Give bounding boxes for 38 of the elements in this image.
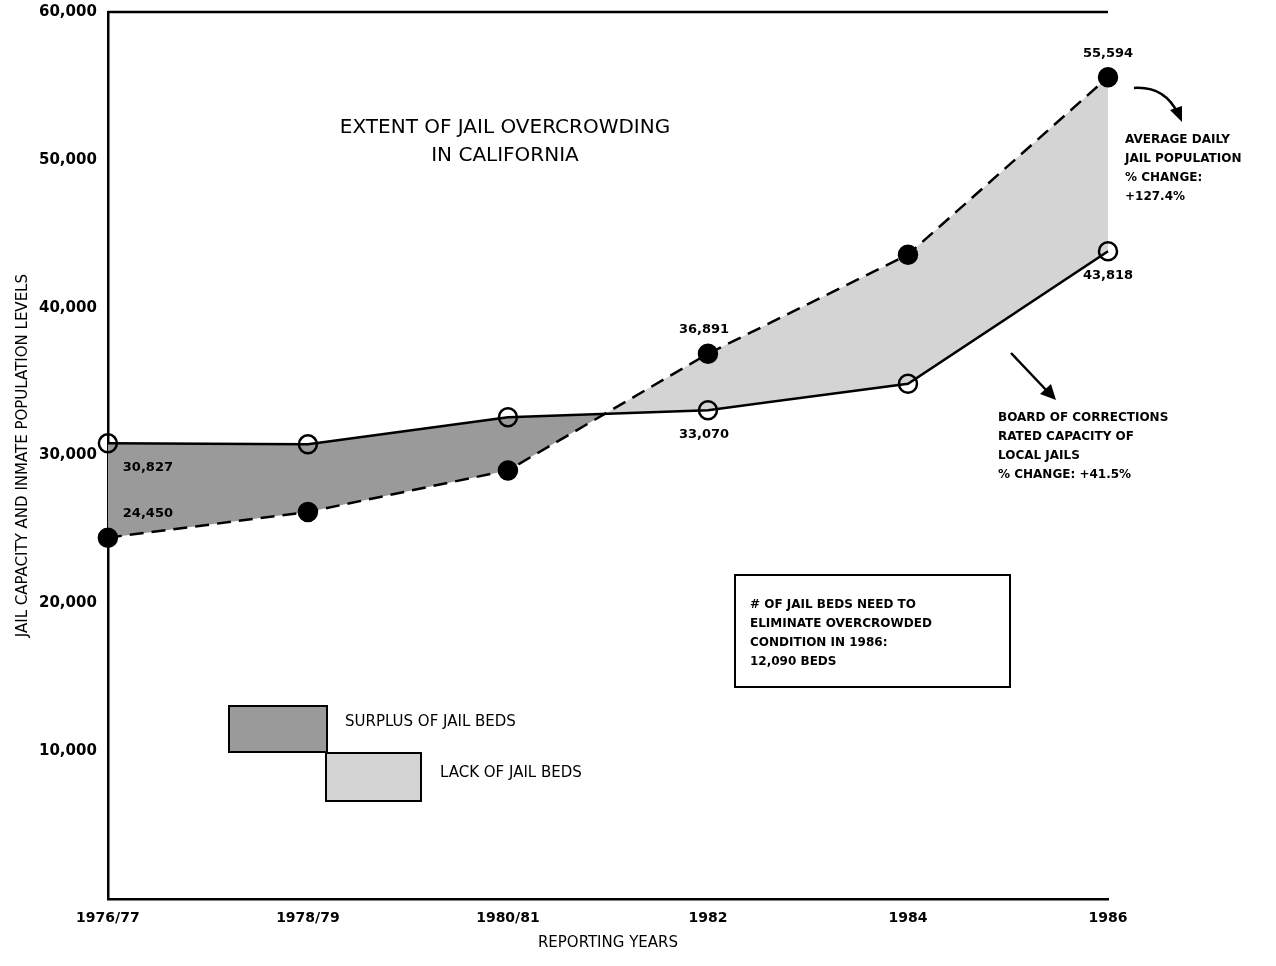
data-label: 36,891: [678, 321, 730, 337]
x-tick-label: 1980/81: [476, 909, 540, 926]
annotation: # OF JAIL BEDS NEED TO ELIMINATE OVERCROWDED CONDITION IN 1986: 12,090 BEDS: [750, 597, 932, 669]
data-label: 43,818: [1082, 266, 1134, 282]
data-label: 33,070: [678, 425, 730, 441]
x-tick-label: 1976/77: [76, 909, 140, 926]
annotation: SURPLUS OF JAIL BEDS: [345, 711, 516, 730]
point: [497, 406, 519, 428]
point: [897, 244, 919, 265]
point: [97, 433, 119, 454]
y-tick-label: 10,000: [38, 741, 97, 760]
x-tick-label: 1984: [888, 909, 928, 926]
point: [497, 460, 519, 481]
data-label: 30,827: [122, 458, 173, 474]
point: [697, 343, 719, 364]
x-tick-label: 1986: [1088, 909, 1128, 926]
y-tick-label: 40,000: [38, 297, 97, 316]
y-tick-label: 50,000: [38, 149, 97, 168]
x-axis-title: REPORTING YEARS: [537, 932, 679, 951]
y-tick-label: 20,000: [38, 593, 97, 612]
annotation: BOARD OF CORRECTIONS RATED CAPACITY OF LOCAL JAILS % CHANGE: +41.5%: [998, 410, 1169, 482]
x-tick-label: 1978/79: [276, 909, 340, 926]
point: [297, 501, 319, 523]
point: [1097, 66, 1119, 88]
text: EXTENT OF JAIL OVERCROWDING IN CALIFORNIA: [339, 114, 671, 167]
x-tick-label: 1982: [688, 909, 728, 926]
point: [297, 434, 319, 455]
y-axis-title: JAIL CAPACITY AND INMATE POPULATION LEVELS: [12, 274, 31, 639]
point: [1097, 241, 1119, 262]
data-label: 55,594: [1082, 44, 1134, 60]
data-label: 24,450: [122, 505, 173, 521]
point: [897, 373, 919, 394]
y-tick-label: 60,000: [38, 1, 97, 20]
annotation: LACK OF JAIL BEDS: [440, 762, 582, 781]
point: [97, 527, 119, 548]
y-tick-label: 30,000: [38, 445, 97, 464]
text: AVERAGE DAILY JAIL POPULATION % CHANGE: +127.4%: [1124, 132, 1242, 204]
point: [697, 399, 719, 421]
